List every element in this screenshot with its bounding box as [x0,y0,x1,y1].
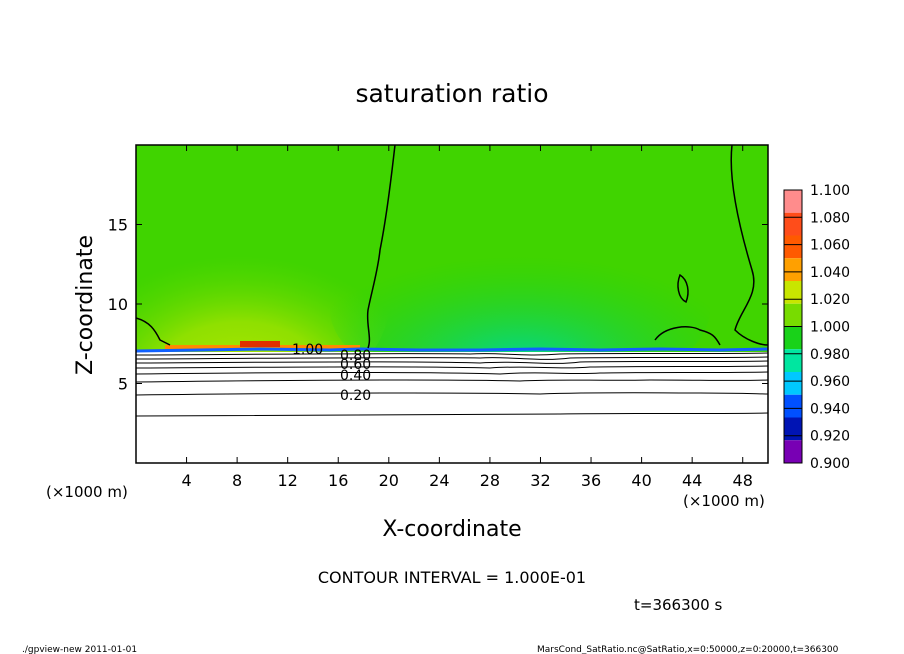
y-tick-label: 15 [108,216,128,235]
boundary-line [136,347,768,353]
contour-1.00-island [677,273,689,304]
contour-label-5: 0.20 [340,388,371,404]
x-tick-label: 44 [682,471,702,490]
chart-title: saturation ratio [355,79,548,108]
x-axis-label: X-coordinate [382,517,521,542]
colorbar-segment [784,281,802,304]
colorbar-segment [784,212,802,236]
contour-label-2: 0.80 [340,348,371,364]
colorbar-segment [784,235,802,259]
colorbar-segment [784,394,802,418]
colorbar-label: 1.020 [810,292,850,308]
colorbar-label: 1.060 [810,238,850,254]
y-tick-label: 10 [108,295,128,314]
colorbar: 1.100 1.080 1.060 1.040 1.020 1.000 0.980 0.960… [783,183,850,472]
x-tick-label: 16 [328,471,348,490]
y-tick-label: 5 [118,375,128,394]
contour-label-3: 0.60 [340,357,371,373]
colorbar-label: 0.920 [810,429,850,445]
colorbar-label: 0.900 [810,456,850,472]
contour-label-1: 1.00 [292,342,323,358]
colorbar-label: 1.040 [810,265,850,281]
contour-label-4: 0.40 [340,368,371,384]
colorbar-segment [784,372,802,395]
contour-1.00-patch [654,326,721,346]
contour-stack [136,352,768,417]
contour-1.00-right [730,145,768,346]
footer-left: ./gpview-new 2011-01-01 [22,645,137,654]
field-lower [136,352,768,463]
colorbar-label: 0.960 [810,374,850,390]
x-unit-label: (×1000 m) [683,492,765,510]
colorbar-label: 0.980 [810,347,850,363]
colorbar-segment [784,349,802,372]
colorbar-segment [784,440,802,463]
colorbar-segment [784,258,802,281]
x-tick-label: 8 [232,471,242,490]
x-tick-label: 24 [429,471,449,490]
x-tick-label: 48 [733,471,753,490]
colorbar-label: 1.100 [810,183,850,199]
x-tick-label: 28 [480,471,500,490]
x-tick-label: 40 [631,471,651,490]
contour-labels: 1.00 0.80 0.60 0.40 0.20 [292,342,371,404]
colorbar-segment [784,326,802,350]
colorbar-label: 0.940 [810,401,850,417]
footer-right: MarsCond_SatRatio.nc@SatRatio,x=0:50000,… [537,645,839,654]
contour-1.00-mid [366,145,396,349]
z-unit-label: (×1000 m) [46,483,128,501]
heatmap-field [136,145,768,463]
x-axis: 4 8 12 16 20 24 28 32 36 40 44 48 [181,145,753,490]
super-sat-core [240,341,280,347]
x-tick-label: 20 [379,471,399,490]
x-tick-label: 32 [530,471,550,490]
colorbar-segment [784,303,802,327]
contour-1.00-left [136,317,171,346]
y-axis-label: Z-coordinate [73,235,98,375]
x-tick-label: 4 [181,471,191,490]
colorbar-segment [784,417,802,441]
colorbar-label: 1.080 [810,210,850,226]
colorbar-label: 1.000 [810,320,850,336]
y-axis: 5 10 15 [108,216,768,394]
contour-interval: CONTOUR INTERVAL = 1.000E-01 [318,568,586,587]
colorbar-segment [784,190,802,213]
x-tick-label: 12 [278,471,298,490]
time-label: t=366300 s [634,596,722,614]
x-tick-label: 36 [581,471,601,490]
